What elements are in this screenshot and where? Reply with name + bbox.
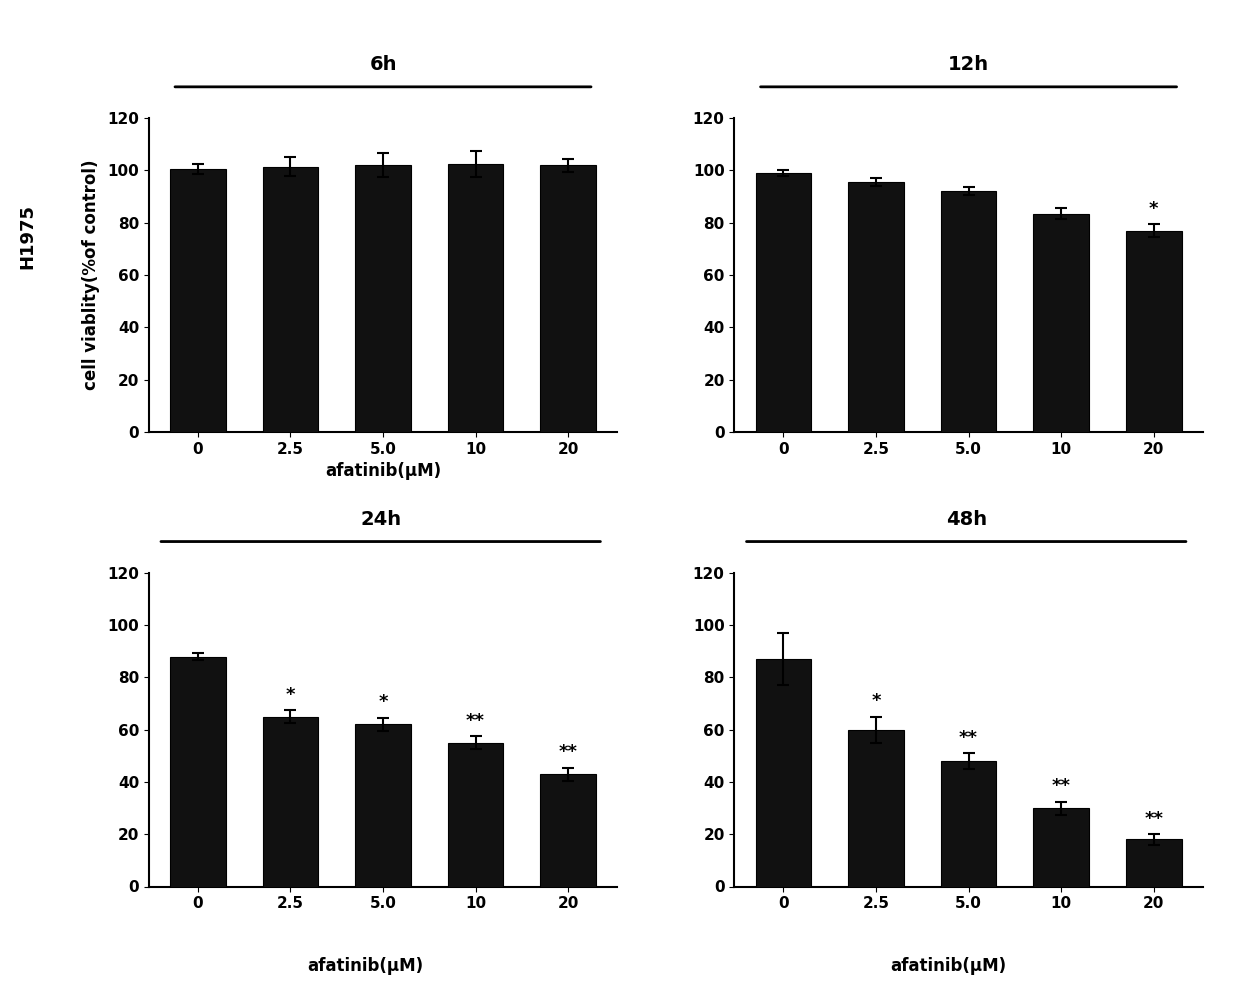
Bar bbox=[541, 774, 596, 886]
Bar bbox=[263, 717, 319, 886]
Bar bbox=[170, 657, 226, 886]
Text: **: ** bbox=[1145, 810, 1163, 827]
Bar bbox=[755, 659, 811, 886]
Bar bbox=[1033, 808, 1089, 886]
X-axis label: afatinib(μM): afatinib(μM) bbox=[325, 462, 441, 480]
Text: 6h: 6h bbox=[370, 55, 397, 74]
Text: **: ** bbox=[1052, 777, 1070, 795]
Text: 24h: 24h bbox=[360, 510, 402, 529]
Text: **: ** bbox=[959, 729, 978, 747]
Bar bbox=[848, 182, 904, 431]
Y-axis label: cell viablity(%of control): cell viablity(%of control) bbox=[82, 160, 100, 390]
Bar bbox=[1126, 230, 1182, 431]
Bar bbox=[263, 166, 319, 431]
Text: 48h: 48h bbox=[946, 510, 987, 529]
Bar bbox=[1033, 214, 1089, 431]
Text: **: ** bbox=[466, 712, 485, 730]
Bar bbox=[170, 169, 226, 431]
Text: afatinib(μM): afatinib(μM) bbox=[308, 957, 424, 975]
Bar bbox=[755, 173, 811, 431]
Bar bbox=[355, 725, 410, 886]
Bar bbox=[941, 761, 997, 886]
Bar bbox=[848, 730, 904, 886]
Bar bbox=[941, 191, 997, 431]
Text: H1975: H1975 bbox=[19, 204, 36, 269]
Text: *: * bbox=[378, 693, 388, 711]
Bar bbox=[448, 164, 503, 431]
Text: *: * bbox=[1149, 200, 1158, 218]
Bar bbox=[541, 165, 596, 431]
Text: 12h: 12h bbox=[949, 55, 990, 74]
Text: *: * bbox=[872, 692, 880, 710]
Bar bbox=[1126, 839, 1182, 887]
Text: afatinib(μM): afatinib(μM) bbox=[890, 957, 1007, 975]
Bar bbox=[448, 743, 503, 887]
Bar bbox=[355, 165, 410, 431]
Text: *: * bbox=[285, 686, 295, 703]
Text: **: ** bbox=[559, 743, 578, 761]
